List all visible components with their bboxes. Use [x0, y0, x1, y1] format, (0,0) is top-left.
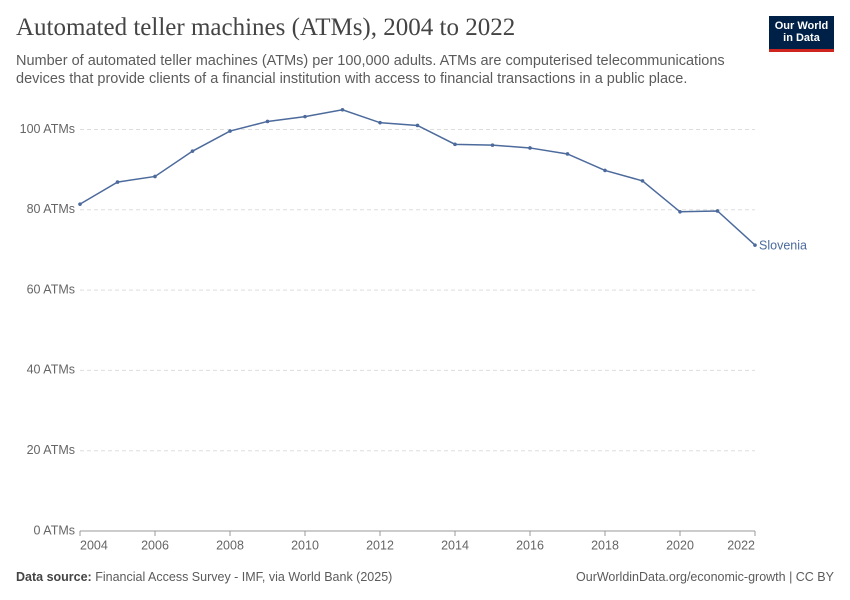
data-point — [528, 146, 532, 150]
data-point — [340, 108, 345, 112]
chart-title: Automated teller machines (ATMs), 2004 t… — [16, 14, 516, 41]
x-tick-label: 2004 — [80, 538, 108, 552]
data-point — [603, 168, 607, 173]
series-line — [79, 109, 756, 246]
data-point — [640, 179, 645, 183]
logo-line: Our World — [774, 20, 829, 32]
data-point — [378, 120, 382, 125]
x-tick-label: 2016 — [516, 538, 544, 552]
y-tick-label: 80 ATMs — [27, 202, 75, 216]
source: Data source: Financial Access Survey - I… — [16, 570, 392, 584]
source-label: Data source: — [16, 570, 92, 584]
series-label: Slovenia — [759, 238, 807, 252]
data-point — [490, 143, 495, 147]
data-point — [715, 209, 720, 213]
y-tick-label: 20 ATMs — [27, 443, 75, 457]
data-point — [453, 142, 457, 147]
data-point — [78, 202, 82, 206]
data-point — [190, 149, 195, 153]
source-text: Financial Access Survey - IMF, via World… — [95, 570, 393, 584]
x-tick-label: 2014 — [441, 538, 469, 552]
data-point — [565, 152, 570, 156]
x-tick-label: 2022 — [727, 538, 755, 552]
data-point — [228, 129, 232, 133]
data-point — [303, 114, 307, 119]
data-point — [115, 180, 120, 184]
y-tick-label: 40 ATMs — [27, 363, 75, 377]
data-point — [415, 123, 420, 128]
x-tick-label: 2018 — [591, 538, 619, 552]
x-tick-label: 2008 — [216, 538, 244, 552]
logo[interactable]: Our World in Data — [769, 16, 834, 52]
footer-link[interactable]: OurWorldinData.org/economic-growth | CC … — [576, 570, 834, 584]
logo-line: in Data — [783, 32, 820, 44]
chart-subtitle: Number of automated teller machines (ATM… — [16, 53, 725, 87]
data-point — [153, 174, 157, 179]
data-point — [678, 209, 682, 214]
x-tick-label: 2020 — [666, 538, 694, 552]
x-tick-label: 2012 — [366, 538, 394, 552]
data-point — [265, 119, 270, 124]
y-tick-label: 100 ATMs — [20, 122, 75, 136]
x-tick-label: 2006 — [141, 538, 169, 552]
x-tick-label: 2010 — [291, 538, 319, 552]
data-point — [753, 243, 757, 247]
y-tick-label: 0 ATMs — [34, 523, 75, 537]
y-tick-label: 60 ATMs — [27, 282, 75, 296]
